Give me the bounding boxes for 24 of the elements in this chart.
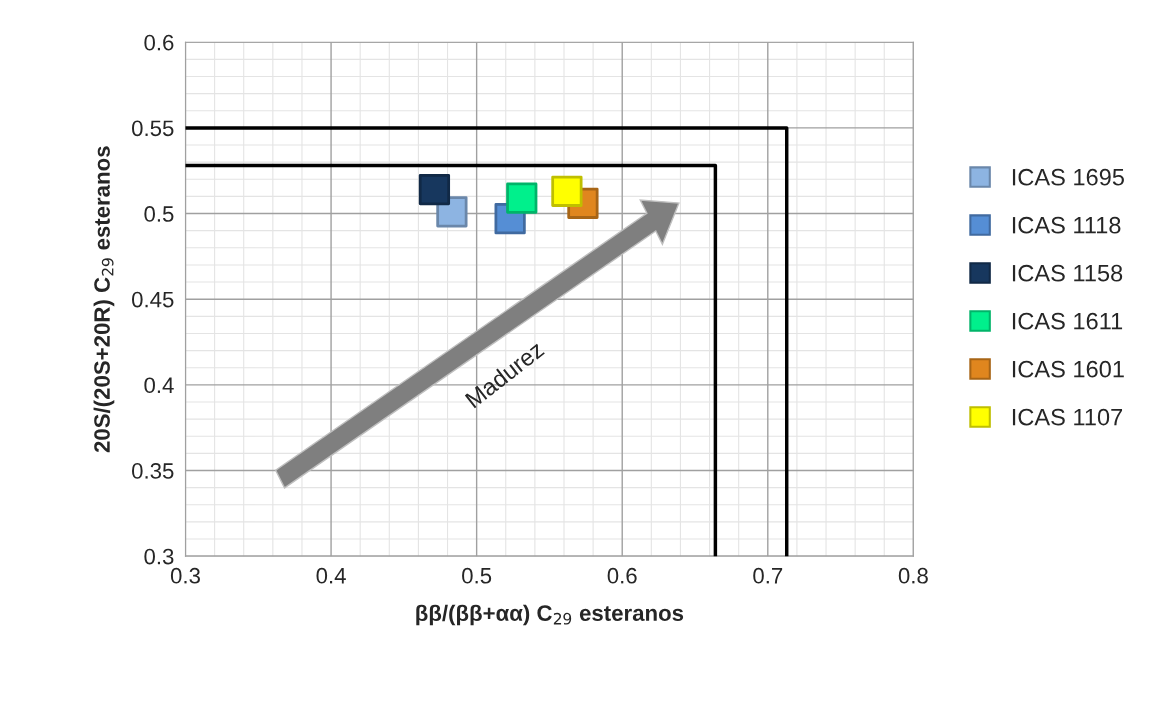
y-tick-label: 0.5 [144, 206, 174, 222]
y-axis-title: 20S/(20S+20R) C$_{29}$ esteranos [93, 146, 115, 453]
legend-label: ICAS 1118 [1012, 216, 1121, 234]
legend-label: ICAS 1601 [1012, 360, 1124, 378]
point [551, 175, 583, 207]
legend-label: ICAS 1107 [1012, 408, 1123, 426]
y-tick-label: 0.35 [132, 463, 174, 479]
x-tick-label: 0.8 [898, 567, 928, 584]
point [506, 182, 538, 214]
x-tick-label: 0.5 [462, 567, 492, 584]
point [418, 173, 451, 206]
x-tick-label: 0.7 [753, 567, 783, 584]
legend-label: ICAS 1611 [1012, 312, 1123, 330]
legend-label: ICAS 1695 [1012, 168, 1124, 186]
y-tick-label: 0.3 [144, 548, 174, 565]
x-axis-title: ββ/(ββ+αα) C$_{29}$ esteranos [416, 604, 684, 626]
y-tick-label: 0.55 [132, 120, 174, 137]
y-tick-label: 0.4 [144, 377, 174, 394]
y-tick-label: 0.6 [144, 34, 174, 51]
x-tick-label: 0.3 [170, 567, 200, 584]
x-tick-label: 0.6 [607, 567, 637, 584]
y-tick-label: 0.45 [132, 291, 174, 308]
x-tick-label: 0.4 [316, 567, 346, 584]
legend-label: ICAS 1158 [1012, 264, 1123, 282]
